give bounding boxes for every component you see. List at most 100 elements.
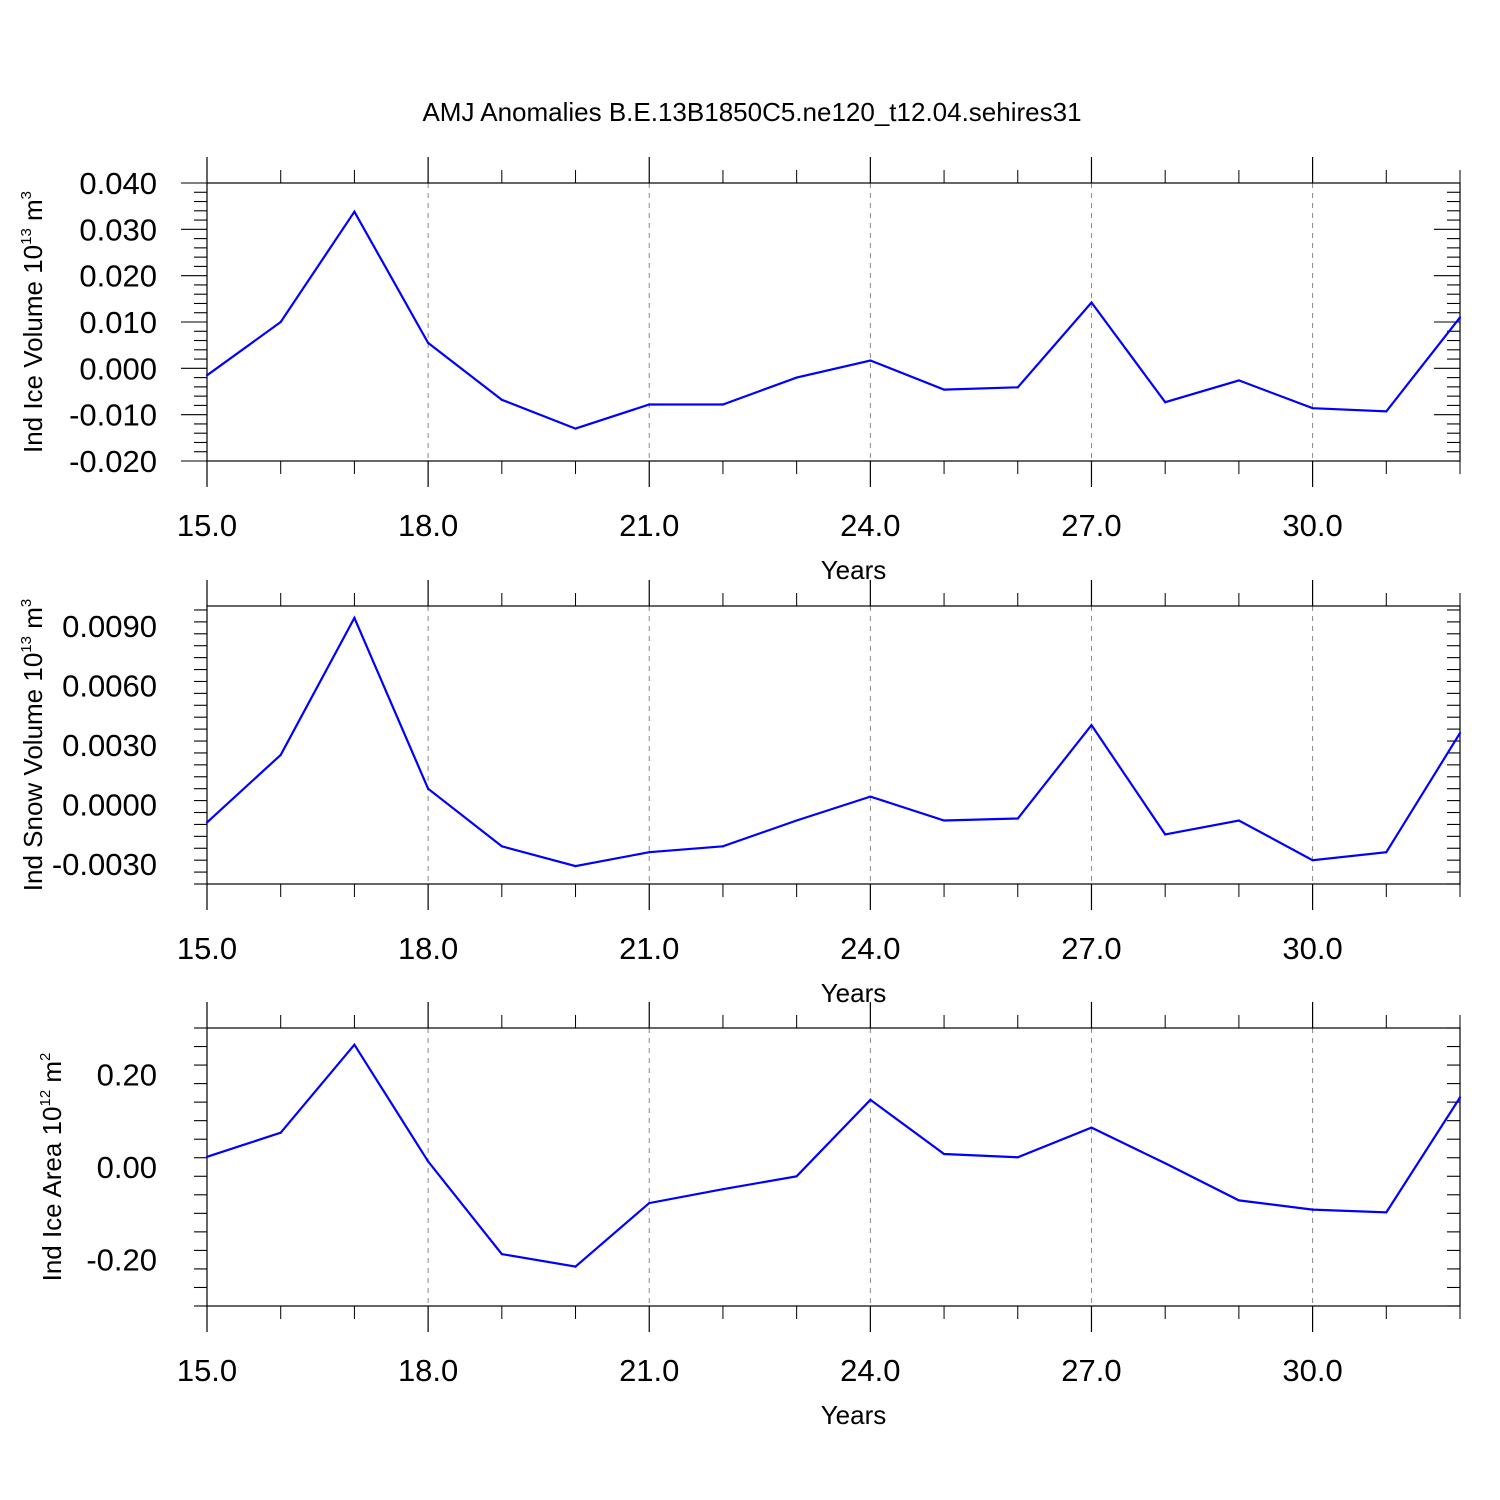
data-point: [869, 1098, 872, 1101]
data-point: [1164, 833, 1167, 836]
x-tick-label: 24.0: [840, 931, 900, 966]
data-point: [1385, 851, 1388, 854]
data-point: [279, 1131, 282, 1134]
x-axis-title: Years: [821, 978, 887, 1008]
panel-3: 15.0 18.0 21.0 24.0 27.0 30.0 Years -0.20 0.00 0.…: [37, 1002, 1462, 1430]
y-tick-label: 0.010: [79, 305, 157, 340]
x-tick-label: 21.0: [619, 1353, 679, 1388]
x-tick-label: 30.0: [1282, 508, 1342, 543]
y-axis-title: Ind Snow Volume 1013 m3: [18, 599, 48, 891]
plot-frame: [206, 605, 1461, 885]
data-point: [205, 1155, 209, 1158]
data-point: [721, 845, 725, 848]
x-tick-label: 18.0: [398, 931, 458, 966]
data-point: [205, 821, 209, 824]
data-point: [795, 1175, 798, 1178]
y-tick-label: 0.0000: [62, 788, 157, 823]
data-point: [795, 376, 798, 379]
series-line: [206, 1042, 1461, 1268]
data-point: [1311, 859, 1314, 862]
data-point: [427, 341, 430, 344]
y-tick-label: 0.0030: [62, 728, 157, 763]
data-point: [353, 616, 356, 620]
y-tick-label: -0.010: [69, 398, 157, 433]
x-tick-label: 21.0: [619, 931, 679, 966]
y-tick-label: -0.0030: [52, 847, 157, 882]
data-point: [1164, 401, 1167, 404]
y-tick-label: 0.0060: [62, 668, 157, 703]
y-axis-title: Ind Ice Volume 1013 m3: [18, 191, 48, 453]
data-point: [574, 427, 577, 430]
data-point: [1016, 386, 1019, 389]
data-point: [205, 374, 209, 377]
y-axis-title: Ind Ice Area 1012 m2: [37, 1053, 67, 1282]
data-point: [1090, 1126, 1093, 1129]
data-point: [500, 398, 503, 401]
data-point: [1385, 1211, 1388, 1214]
data-point: [574, 1265, 577, 1268]
x-tick-label: 15.0: [177, 508, 237, 543]
data-point: [1237, 819, 1240, 822]
x-tick-label: 24.0: [840, 508, 900, 543]
series-line: [206, 615, 1461, 868]
data-point: [1237, 1199, 1240, 1202]
data-point: [1237, 379, 1240, 382]
y-tick-label: 0.040: [79, 166, 157, 201]
data-point: [869, 359, 872, 362]
data-point: [279, 753, 282, 757]
data-point: [427, 1160, 430, 1163]
y-tick-label: 0.030: [79, 212, 157, 247]
plot-frame: [206, 182, 1461, 462]
data-point: [648, 1202, 651, 1205]
data-point: [1090, 301, 1093, 304]
y-tick-label: -0.020: [69, 444, 157, 479]
y-tick-label: 0.020: [79, 259, 157, 294]
x-tick-label: 30.0: [1282, 931, 1342, 966]
data-point: [1458, 316, 1462, 319]
data-point: [1016, 817, 1019, 820]
data-point: [279, 320, 282, 324]
x-tick-label: 30.0: [1282, 1353, 1342, 1388]
data-point: [500, 1253, 503, 1256]
data-point: [648, 851, 651, 854]
y-tick-label: 0.20: [97, 1057, 157, 1092]
data-point: [500, 845, 503, 848]
x-tick-label: 18.0: [398, 508, 458, 543]
x-axis-title: Years: [821, 555, 887, 585]
y-tick-label: 0.000: [79, 351, 157, 386]
data-point: [648, 403, 651, 406]
x-tick-label: 18.0: [398, 1353, 458, 1388]
x-axis-title: Years: [821, 1400, 887, 1430]
panel-2: 15.0 18.0 21.0 24.0 27.0 30.0 Years -0.0030 0.00…: [18, 580, 1462, 1008]
x-tick-label: 21.0: [619, 508, 679, 543]
data-point: [1311, 1208, 1314, 1211]
x-tick-label: 15.0: [177, 1353, 237, 1388]
y-tick-label: 0.00: [97, 1150, 157, 1185]
data-point: [353, 210, 356, 213]
data-point: [1090, 724, 1093, 727]
data-point: [574, 865, 577, 868]
data-point: [1164, 1162, 1167, 1165]
series-line: [206, 209, 1461, 430]
plot-frame: [206, 1027, 1461, 1307]
chart-title: AMJ Anomalies B.E.13B1850C5.ne120_t12.04…: [422, 97, 1081, 127]
data-point: [721, 403, 725, 406]
x-tick-label: 15.0: [177, 931, 237, 966]
data-point: [869, 795, 872, 798]
data-point: [1016, 1156, 1019, 1159]
panel-1: 15.0 18.0 21.0 24.0 27.0 30.0 Years -0.020 -0.01…: [18, 157, 1462, 585]
data-point: [942, 819, 946, 822]
y-tick-label: -0.20: [86, 1243, 157, 1278]
x-tick-label: 27.0: [1061, 508, 1121, 543]
data-point: [721, 1188, 725, 1191]
x-tick-label: 24.0: [840, 1353, 900, 1388]
data-point: [1458, 1096, 1462, 1099]
data-point: [1385, 410, 1388, 413]
y-tick-label: 0.0090: [62, 609, 157, 644]
data-point: [353, 1043, 356, 1046]
x-tick-label: 27.0: [1061, 1353, 1121, 1388]
data-point: [942, 1152, 946, 1156]
data-point: [427, 787, 430, 790]
data-point: [1311, 407, 1314, 410]
